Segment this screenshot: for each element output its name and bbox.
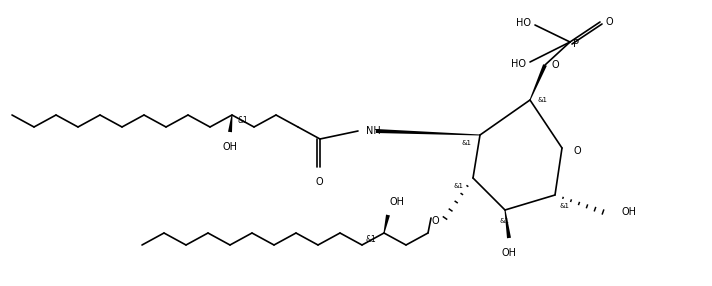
Text: O: O [551,60,559,70]
Text: &1: &1 [538,97,548,103]
Text: O: O [606,17,614,27]
Text: P: P [573,39,579,49]
Text: &1: &1 [500,218,510,224]
Text: OH: OH [222,142,238,152]
Polygon shape [376,129,480,136]
Text: &1: &1 [462,140,472,146]
Text: &1: &1 [238,116,248,125]
Text: HO: HO [511,59,526,69]
Text: &1: &1 [365,235,376,244]
Polygon shape [505,210,511,238]
Text: OH: OH [501,248,516,258]
Text: OH: OH [621,207,636,217]
Text: HO: HO [516,18,531,28]
Polygon shape [228,115,233,132]
Polygon shape [530,64,547,100]
Text: O: O [315,177,323,187]
Text: OH: OH [390,197,405,207]
Text: &1: &1 [453,183,463,189]
Text: NH: NH [366,126,381,136]
Text: O: O [431,216,439,226]
Text: &1: &1 [560,203,570,209]
Text: O: O [574,146,582,156]
Polygon shape [384,214,390,233]
